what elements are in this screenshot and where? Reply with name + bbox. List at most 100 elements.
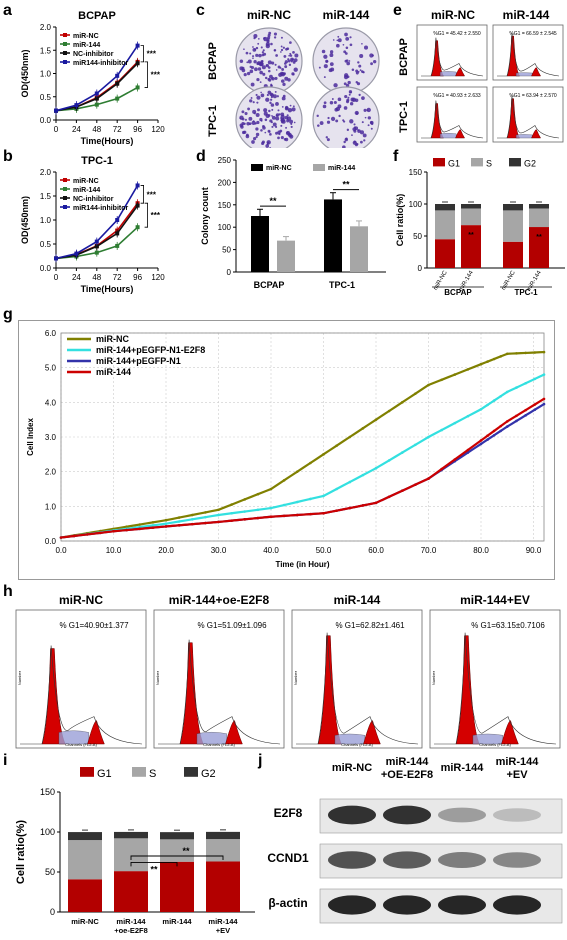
colony-dot	[361, 42, 363, 45]
colony-dot	[287, 108, 293, 113]
colony-dot	[316, 114, 319, 118]
colony-dot	[282, 46, 285, 49]
colony-dot	[250, 97, 253, 99]
chart-g-point	[387, 495, 391, 499]
colony-dot	[353, 140, 356, 143]
chart-d-ytick-label: 150	[218, 201, 232, 210]
colony-dot	[281, 79, 285, 83]
flow-e-0-outline	[421, 37, 484, 77]
chart-f-group-label: BCPAP	[444, 288, 472, 297]
colony-dot	[246, 61, 249, 64]
blot-band	[438, 807, 486, 823]
chart-g-point	[138, 523, 142, 526]
chart-i-bar-segment	[206, 861, 240, 912]
chart-i-sig-bracket	[130, 855, 224, 860]
colony-dot	[284, 76, 289, 81]
chart-f-legend-label: S	[486, 158, 492, 168]
chart-g-point	[505, 420, 509, 423]
chart-b-xtick-label: 96	[133, 273, 142, 282]
colony-dot	[345, 137, 348, 140]
colony-dot	[337, 38, 342, 43]
panel-letter-j: j	[258, 752, 263, 769]
chart-g-point	[230, 503, 233, 506]
chart-d-svg: 0 50 100 150 200 250 Colony count BCPAP ** TPC-1 *…	[200, 156, 386, 290]
colony-dot	[292, 50, 295, 54]
chart-g-point	[164, 525, 168, 528]
panel-letter-i: i	[3, 752, 8, 769]
colony-dot	[323, 64, 328, 69]
chart-g-point	[440, 428, 443, 432]
flow-h-1-g1-peak	[179, 642, 204, 745]
chart-a-ytick-label: 2.0	[40, 23, 52, 32]
blot-band	[328, 895, 376, 915]
chart-i-category-label: miR-144	[116, 917, 146, 926]
colony-dot	[258, 53, 262, 58]
chart-b-point	[115, 243, 120, 248]
colony-dot	[269, 133, 272, 136]
flow-e-1-s-phase	[515, 72, 533, 77]
colony-dot	[367, 116, 371, 120]
chart-g-ytick-label: 1.0	[45, 502, 57, 511]
colony-dot	[344, 94, 348, 99]
colony-dot	[278, 72, 283, 77]
colony-dot	[280, 124, 283, 127]
colony-dot	[359, 53, 364, 59]
blot-band	[328, 805, 376, 825]
colony-dot	[364, 45, 369, 50]
colony-dot	[281, 68, 285, 71]
chart-g-point	[427, 477, 430, 480]
colony-dot	[274, 76, 278, 80]
chart-d-sig-label: **	[269, 196, 277, 206]
flow-h-0-frame	[15, 609, 147, 749]
chart-g-point	[164, 518, 168, 522]
chart-g-point	[309, 497, 312, 501]
colony-dot	[347, 96, 350, 99]
chart-a-legend-label: miR144-inhibitor	[73, 60, 129, 67]
chart-g-point	[243, 498, 247, 501]
colony-dot	[273, 48, 277, 52]
colony-dot	[288, 54, 290, 57]
chart-b-xtick-label: 48	[92, 273, 101, 282]
chart-i-category-label: +EV	[216, 926, 230, 935]
blot-band	[438, 895, 486, 915]
chart-b-legend-label: miR-144	[73, 187, 100, 194]
chart-g-xtick-label: 20.0	[158, 546, 174, 555]
colony-dot	[363, 108, 367, 112]
chart-g-point	[243, 518, 247, 521]
colony-dot	[326, 120, 331, 124]
chart-g-point	[190, 513, 194, 517]
colony-dot	[249, 99, 253, 103]
chart-a-point	[115, 81, 120, 86]
chart-g-point	[204, 511, 207, 514]
chart-f-bar-segment	[529, 227, 549, 268]
blot-band	[383, 895, 431, 915]
colony-dot	[286, 47, 290, 51]
chart-a-sig-label: ***	[147, 50, 157, 59]
chart-i-sig-label: **	[182, 846, 190, 856]
colony-dot	[283, 138, 287, 141]
colony-dot	[344, 32, 348, 37]
colony-dot	[280, 48, 284, 52]
blot-band	[493, 895, 541, 915]
chart-g-point	[486, 434, 489, 437]
flow-h-3-frame	[429, 609, 561, 749]
chart-b-ytick-label: 0.0	[40, 264, 52, 273]
colony-dot	[337, 35, 340, 38]
chart-b-ytick-label: 0.5	[40, 240, 52, 249]
chart-g-series-line-1	[60, 373, 545, 539]
colony-dot	[262, 124, 265, 128]
colony-dot	[266, 38, 270, 42]
chart-g-xtick-label: 30.0	[211, 546, 227, 555]
chart-b-xtick-label: 24	[72, 273, 81, 282]
flow-e-g1-value: %G1 = 63.94 ± 2.570	[509, 93, 557, 99]
colony-dot	[349, 119, 354, 124]
chart-g-point	[138, 527, 142, 531]
chart-f-bar-segment	[461, 204, 481, 209]
chart-b-point	[135, 203, 140, 208]
chart-f-bar-segment	[529, 208, 549, 228]
chart-g-point	[295, 470, 299, 473]
colony-dot	[284, 65, 288, 69]
chart-g-xtick-label: 0.0	[55, 546, 67, 555]
colony-dot	[351, 68, 355, 71]
chart-g-point	[387, 409, 391, 413]
